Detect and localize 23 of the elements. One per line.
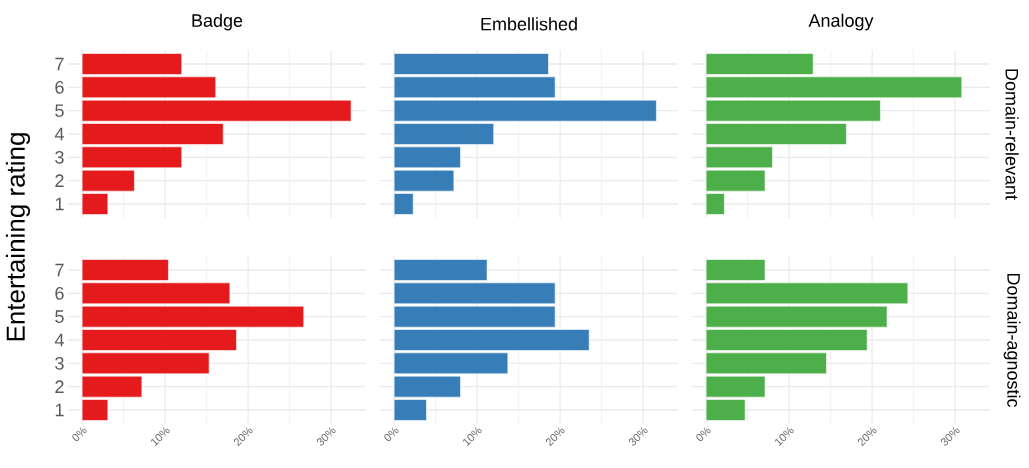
y-tick-label: 3 [55, 150, 64, 164]
chart-title: Embellished [481, 17, 577, 31]
y-tick-label: 2 [55, 174, 64, 187]
y-tick-label: 2 [55, 380, 64, 393]
y-tick-label: 4 [54, 127, 64, 141]
y-tick-label: 5 [55, 104, 64, 117]
y-tick-label: 6 [55, 286, 64, 300]
chart-title: Badge [192, 13, 243, 31]
y2-axis-title: Domain-relevant [1005, 69, 1019, 200]
y-tick-label: 1 [55, 197, 64, 211]
y-tick-label: 1 [55, 403, 64, 417]
x-tick-label: 0% [384, 427, 399, 442]
y-tick-label: 3 [55, 356, 64, 370]
y-tick-label: 5 [55, 310, 64, 323]
x-tick-label: 0% [72, 427, 87, 442]
y-axis-title: Entertaining rating [5, 133, 31, 341]
y-tick-label: 6 [55, 80, 64, 94]
y-tick-label: 4 [54, 333, 64, 347]
y-tick-label: 7 [55, 263, 64, 277]
y-tick-label: 7 [55, 57, 64, 71]
x-tick-label: 0% [696, 427, 711, 442]
chart-title: Analogy [808, 13, 874, 31]
y2-axis-title: Domain-agnostic [1003, 273, 1021, 408]
